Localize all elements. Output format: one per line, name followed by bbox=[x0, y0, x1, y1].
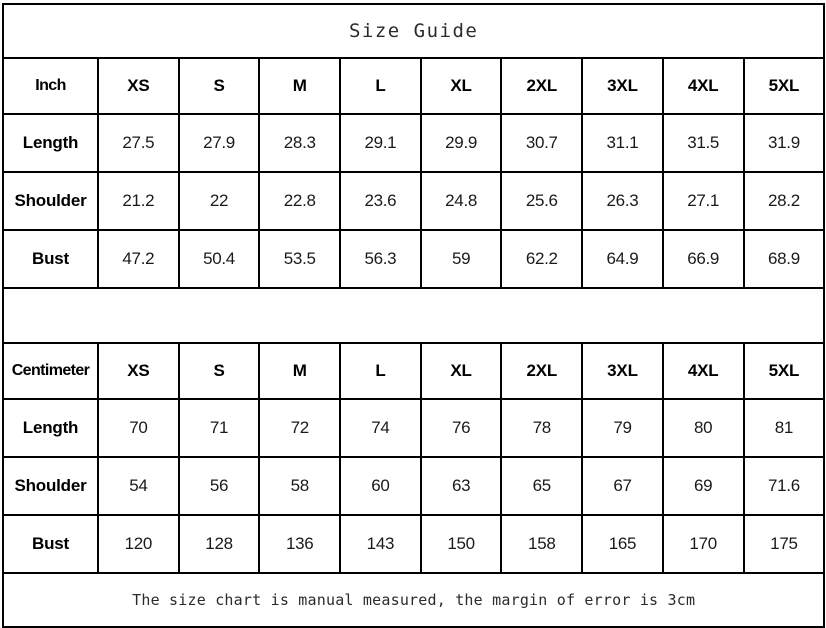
size-header-cm-xl: XL bbox=[419, 342, 503, 400]
spacer-row bbox=[1, 287, 826, 344]
size-header-cm-l: L bbox=[339, 342, 422, 400]
cell-cm-shoulder-2xl: 65 bbox=[500, 456, 584, 516]
cell-cm-length-2xl: 78 bbox=[500, 398, 584, 458]
cell-cm-bust-xs: 120 bbox=[97, 514, 180, 574]
table-row: Shoulder 54 56 58 60 63 65 67 69 71.6 bbox=[2, 456, 826, 516]
cell-cm-shoulder-l: 60 bbox=[339, 456, 422, 516]
cell-inch-length-5xl: 31.9 bbox=[742, 113, 826, 173]
size-header-2xl: 2XL bbox=[500, 57, 584, 115]
size-header-cm-4xl: 4XL bbox=[661, 342, 745, 400]
cell-cm-length-m: 72 bbox=[258, 398, 342, 458]
cell-inch-bust-3xl: 64.9 bbox=[581, 229, 664, 289]
cell-cm-bust-2xl: 158 bbox=[500, 514, 584, 574]
cell-inch-length-xl: 29.9 bbox=[419, 113, 503, 173]
table-row: Bust 47.2 50.4 53.5 56.3 59 62.2 64.9 66… bbox=[2, 229, 826, 289]
size-header-xl: XL bbox=[419, 57, 503, 115]
row-label-bust-cm: Bust bbox=[2, 514, 99, 574]
title-row: Size Guide bbox=[1, 3, 826, 59]
cell-cm-shoulder-s: 56 bbox=[177, 456, 261, 516]
cell-cm-shoulder-4xl: 69 bbox=[661, 456, 745, 516]
row-label-length-inch: Length bbox=[2, 113, 99, 173]
row-label-length-cm: Length bbox=[2, 398, 99, 458]
cell-inch-shoulder-xs: 21.2 bbox=[97, 171, 180, 231]
page-title: Size Guide bbox=[1, 3, 826, 59]
cell-inch-bust-5xl: 68.9 bbox=[742, 229, 826, 289]
unit-label-centimeter: Centimeter bbox=[2, 342, 99, 400]
cell-inch-bust-4xl: 66.9 bbox=[661, 229, 745, 289]
footer-row: The size chart is manual measured, the m… bbox=[1, 572, 826, 628]
row-label-shoulder-cm: Shoulder bbox=[2, 456, 99, 516]
cell-inch-bust-s: 50.4 bbox=[177, 229, 261, 289]
cell-cm-length-3xl: 79 bbox=[581, 398, 664, 458]
cell-inch-bust-m: 53.5 bbox=[258, 229, 342, 289]
header-row-centimeter: Centimeter XS S M L XL 2XL 3XL 4XL 5XL bbox=[2, 342, 826, 400]
cell-cm-bust-l: 143 bbox=[339, 514, 422, 574]
cell-cm-shoulder-5xl: 71.6 bbox=[742, 456, 826, 516]
header-row-inch: Inch XS S M L XL 2XL 3XL 4XL 5XL bbox=[2, 57, 826, 115]
cell-cm-length-l: 74 bbox=[339, 398, 422, 458]
cell-inch-length-4xl: 31.5 bbox=[661, 113, 745, 173]
cell-inch-bust-xl: 59 bbox=[419, 229, 503, 289]
cell-inch-bust-xs: 47.2 bbox=[97, 229, 180, 289]
table-row: Shoulder 21.2 22 22.8 23.6 24.8 25.6 26.… bbox=[2, 171, 826, 231]
cell-cm-bust-m: 136 bbox=[258, 514, 342, 574]
size-header-cm-m: M bbox=[258, 342, 342, 400]
cell-cm-length-xs: 70 bbox=[97, 398, 180, 458]
size-header-m: M bbox=[258, 57, 342, 115]
size-header-l: L bbox=[339, 57, 422, 115]
size-header-xs: XS bbox=[97, 57, 180, 115]
size-header-4xl: 4XL bbox=[661, 57, 745, 115]
size-header-cm-5xl: 5XL bbox=[742, 342, 826, 400]
size-guide-body: Size Guide Inch XS S M L XL 2XL 3XL 4XL … bbox=[1, 3, 826, 628]
cell-inch-length-m: 28.3 bbox=[258, 113, 342, 173]
cell-cm-length-xl: 76 bbox=[419, 398, 503, 458]
table-row: Bust 120 128 136 143 150 158 165 170 175 bbox=[2, 514, 826, 574]
cell-cm-bust-s: 128 bbox=[177, 514, 261, 574]
cell-cm-bust-3xl: 165 bbox=[581, 514, 664, 574]
cell-inch-shoulder-l: 23.6 bbox=[339, 171, 422, 231]
cell-inch-shoulder-5xl: 28.2 bbox=[742, 171, 826, 231]
cell-cm-length-4xl: 80 bbox=[661, 398, 745, 458]
cell-inch-shoulder-2xl: 25.6 bbox=[500, 171, 584, 231]
cell-inch-length-3xl: 31.1 bbox=[581, 113, 664, 173]
row-label-shoulder-inch: Shoulder bbox=[2, 171, 99, 231]
measurement-disclaimer: The size chart is manual measured, the m… bbox=[1, 572, 826, 628]
cell-inch-shoulder-4xl: 27.1 bbox=[661, 171, 745, 231]
size-header-3xl: 3XL bbox=[581, 57, 664, 115]
cell-inch-bust-l: 56.3 bbox=[339, 229, 422, 289]
size-header-cm-2xl: 2XL bbox=[500, 342, 584, 400]
cell-inch-bust-2xl: 62.2 bbox=[500, 229, 584, 289]
cell-inch-length-2xl: 30.7 bbox=[500, 113, 584, 173]
table-spacer bbox=[1, 287, 826, 344]
size-header-cm-3xl: 3XL bbox=[581, 342, 664, 400]
row-label-bust-inch: Bust bbox=[2, 229, 99, 289]
cell-cm-length-s: 71 bbox=[177, 398, 261, 458]
cell-inch-length-xs: 27.5 bbox=[97, 113, 180, 173]
cell-inch-shoulder-3xl: 26.3 bbox=[581, 171, 664, 231]
cell-cm-bust-5xl: 175 bbox=[742, 514, 826, 574]
size-header-cm-xs: XS bbox=[97, 342, 180, 400]
cell-cm-shoulder-xs: 54 bbox=[97, 456, 180, 516]
cell-inch-shoulder-m: 22.8 bbox=[258, 171, 342, 231]
cell-inch-shoulder-s: 22 bbox=[177, 171, 261, 231]
size-header-s: S bbox=[177, 57, 261, 115]
cell-inch-length-l: 29.1 bbox=[339, 113, 422, 173]
size-header-cm-s: S bbox=[177, 342, 261, 400]
unit-label-inch: Inch bbox=[2, 57, 99, 115]
table-row: Length 27.5 27.9 28.3 29.1 29.9 30.7 31.… bbox=[2, 113, 826, 173]
cell-cm-bust-4xl: 170 bbox=[661, 514, 745, 574]
cell-cm-shoulder-xl: 63 bbox=[419, 456, 503, 516]
cell-inch-length-s: 27.9 bbox=[177, 113, 261, 173]
cell-cm-bust-xl: 150 bbox=[419, 514, 503, 574]
cell-cm-length-5xl: 81 bbox=[742, 398, 826, 458]
cell-cm-shoulder-m: 58 bbox=[258, 456, 342, 516]
cell-cm-shoulder-3xl: 67 bbox=[581, 456, 664, 516]
cell-inch-shoulder-xl: 24.8 bbox=[419, 171, 503, 231]
size-header-5xl: 5XL bbox=[742, 57, 826, 115]
table-row: Length 70 71 72 74 76 78 79 80 81 bbox=[2, 398, 826, 458]
size-guide-table: Size Guide Inch XS S M L XL 2XL 3XL 4XL … bbox=[1, 3, 826, 628]
